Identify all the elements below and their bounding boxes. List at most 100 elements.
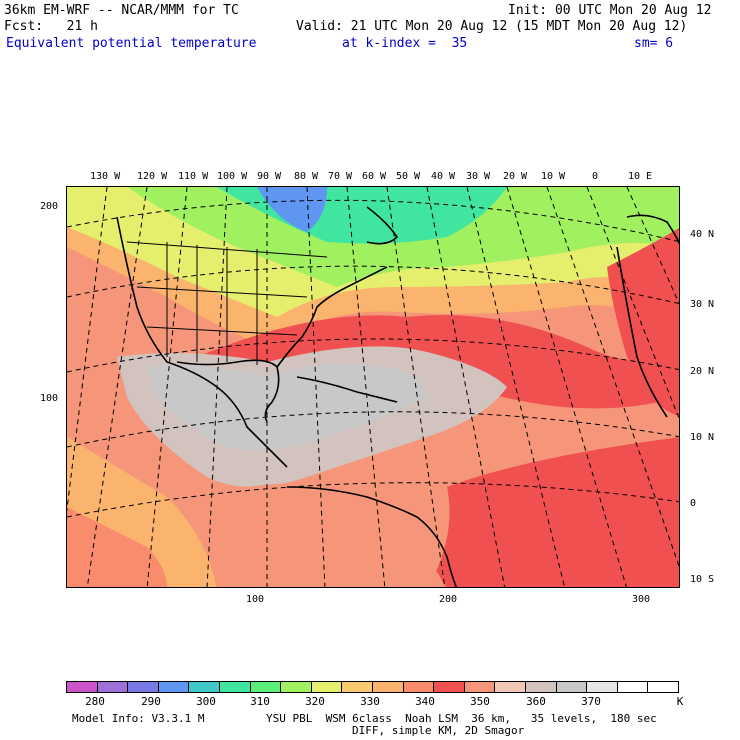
- lon-label: 110 W: [178, 171, 209, 182]
- colorbar-swatch: [587, 682, 618, 692]
- lon-label: 70 W: [328, 171, 353, 182]
- field-north-blue: [257, 187, 327, 232]
- lon-label: 0: [592, 171, 599, 182]
- colorbar-swatch: [495, 682, 526, 692]
- border-state: [146, 326, 298, 336]
- coastlines: [116, 206, 679, 587]
- colorbar-swatch: [403, 682, 435, 692]
- lon-line: [146, 187, 188, 587]
- colorbar-swatch: [158, 682, 190, 692]
- colorbar-swatch: [97, 682, 129, 692]
- colorbar-swatch: [311, 682, 343, 692]
- colorbar-label: 310: [250, 695, 270, 708]
- lon-label: 50 W: [396, 171, 421, 182]
- colorbar-swatch: [525, 682, 557, 692]
- x-tick: 100: [246, 594, 265, 605]
- map-canvas: [67, 187, 679, 587]
- lat-line: [67, 338, 679, 373]
- lon-label: 80 W: [294, 171, 319, 182]
- colorbar-swatch: [67, 682, 98, 692]
- coast-east-us: [276, 266, 388, 368]
- coast-labrador: [366, 206, 399, 245]
- lon-line: [346, 187, 386, 587]
- colorbar-label: 360: [526, 695, 546, 708]
- lon-line: [306, 187, 326, 587]
- colorbar-swatch: [617, 682, 649, 692]
- colorbar-swatch: [189, 682, 220, 692]
- lon-line: [586, 187, 679, 420]
- field-samerica: [237, 483, 446, 587]
- field-name: Equivalent potential temperature: [6, 36, 257, 51]
- lon-line: [546, 187, 679, 568]
- k-index: at k-index = 35: [342, 36, 468, 51]
- lon-line: [86, 187, 148, 587]
- lon-label: 30 W: [466, 171, 491, 182]
- borders: [126, 241, 328, 365]
- lat-line: [67, 265, 679, 305]
- coast-cuba: [296, 376, 398, 403]
- lat-label: 0: [690, 498, 697, 509]
- colorbar-label: 370: [581, 695, 601, 708]
- model-title: 36km EM-WRF -- NCAR/MMM for TC: [4, 3, 239, 18]
- colorbar-label: 330: [360, 695, 380, 708]
- lon-line: [626, 187, 679, 305]
- lat-line: [67, 411, 679, 448]
- theta-e-map: [66, 186, 680, 588]
- x-tick: 300: [632, 594, 651, 605]
- colorbar-unit: K: [676, 695, 684, 708]
- colorbar-swatch: [372, 682, 404, 692]
- colorbar-label: 340: [415, 695, 435, 708]
- colorbar: [66, 681, 679, 693]
- lat-line: [67, 199, 679, 243]
- lon-label: 60 W: [362, 171, 387, 182]
- lon-line: [386, 187, 446, 587]
- lon-label: 130 W: [90, 171, 121, 182]
- lon-label: 40 W: [431, 171, 456, 182]
- colorbar-swatch: [128, 682, 159, 692]
- physics-info: YSU PBL WSM 6class Noah LSM 36 km, 35 le…: [266, 712, 657, 725]
- lon-label: 90 W: [257, 171, 282, 182]
- lon-label: 100 W: [217, 171, 248, 182]
- y-tick: 100: [40, 393, 59, 404]
- lon-line: [67, 187, 108, 513]
- lon-label: 20 W: [503, 171, 528, 182]
- lat-label: 40 N: [690, 229, 715, 240]
- lon-label: 10 W: [541, 171, 566, 182]
- colorbar-swatch: [556, 682, 588, 692]
- colorbar-label: 280: [85, 695, 105, 708]
- coast-samerica: [286, 486, 458, 587]
- lat-label: 30 N: [690, 299, 715, 310]
- colorbar-label: 300: [196, 695, 216, 708]
- field-pacific-deep: [67, 507, 167, 587]
- border-state: [136, 286, 308, 298]
- colorbar-label: 320: [305, 695, 325, 708]
- lat-label: 10 S: [690, 574, 715, 585]
- y-tick: 200: [40, 201, 59, 212]
- lat-label: 10 N: [690, 432, 715, 443]
- lon-line: [466, 187, 566, 587]
- lon-label: 120 W: [137, 171, 168, 182]
- lat-line: [67, 482, 679, 518]
- coast-africa: [616, 246, 668, 418]
- valid-time: Valid: 21 UTC Mon 20 Aug 12 (15 MDT Mon …: [296, 19, 688, 34]
- x-tick: 200: [439, 594, 458, 605]
- colorbar-swatch: [281, 682, 312, 692]
- field-south-red: [428, 437, 679, 587]
- colorbar-swatch: [434, 682, 465, 692]
- colorbar-swatch: [342, 682, 373, 692]
- smoothing: sm= 6: [634, 36, 674, 51]
- colorbar-label: 290: [141, 695, 161, 708]
- coast-na-west: [116, 216, 288, 468]
- colorbar-swatch: [219, 682, 251, 692]
- colorbar-label: 350: [470, 695, 490, 708]
- lat-label: 20 N: [690, 366, 715, 377]
- init-time: Init: 00 UTC Mon 20 Aug 12: [508, 3, 712, 18]
- model-info: Model Info: V3.3.1 M: [72, 712, 205, 725]
- colorbar-swatch: [648, 682, 678, 692]
- lon-line: [506, 187, 627, 587]
- colorbar-swatch: [464, 682, 496, 692]
- colorbar-swatch: [250, 682, 282, 692]
- coast-europe: [626, 214, 679, 245]
- diffusion-info: DIFF, simple KM, 2D Smagor: [352, 724, 525, 737]
- forecast-hour: Fcst: 21 h: [4, 19, 98, 34]
